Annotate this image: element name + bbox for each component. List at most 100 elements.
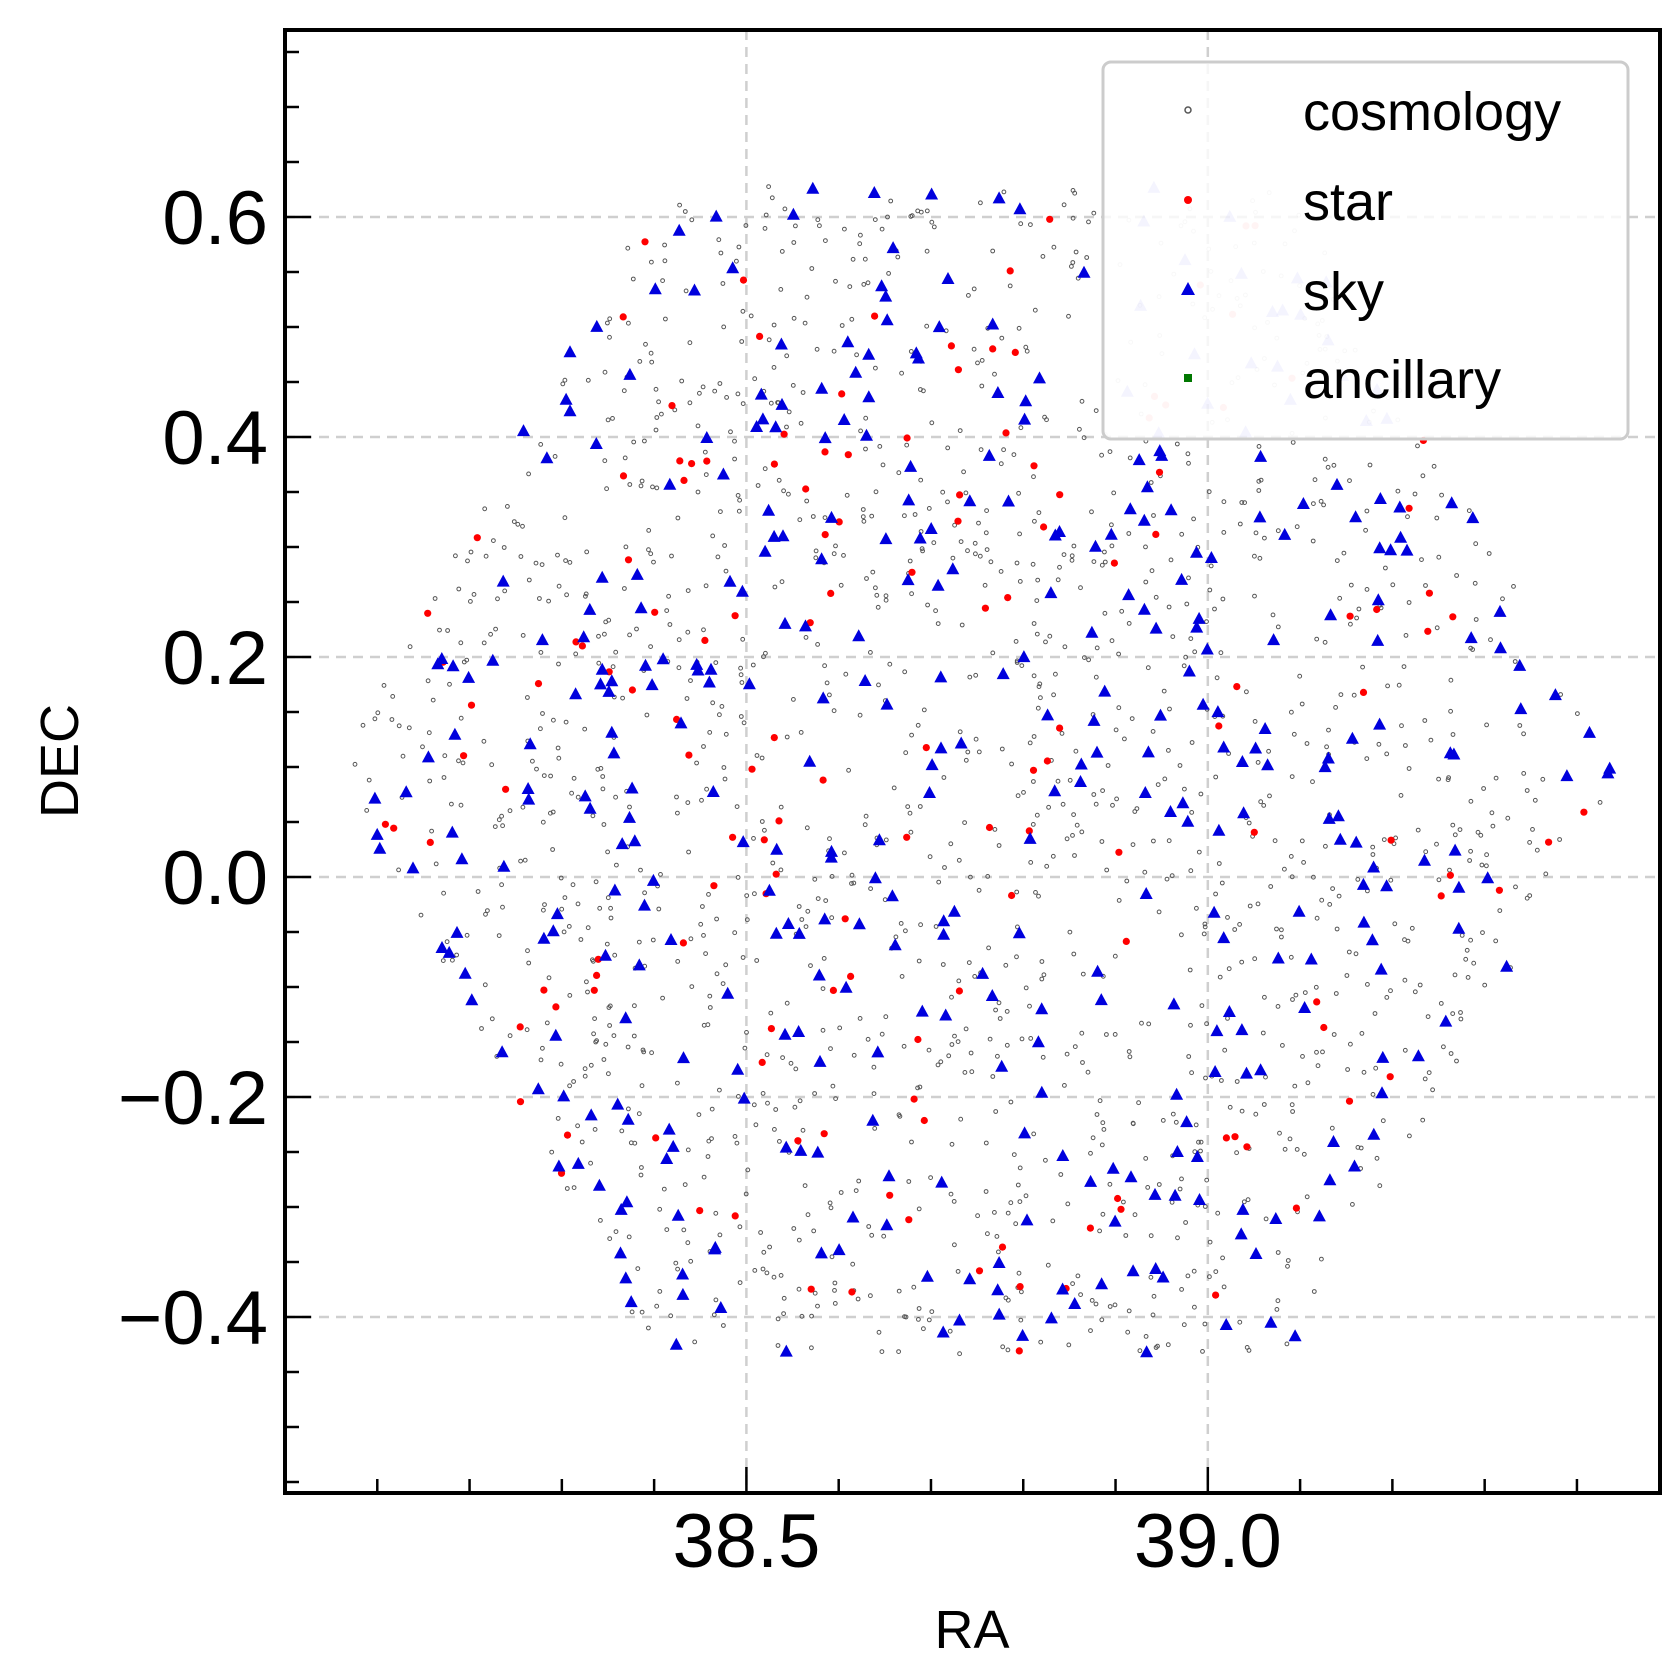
legend-marker-ancillary <box>1184 374 1192 382</box>
sky-point <box>1106 1161 1120 1174</box>
cosmology-point <box>732 456 737 462</box>
cosmology-point <box>585 925 591 931</box>
cosmology-point <box>1448 677 1454 683</box>
cosmology-point <box>865 280 871 286</box>
sky-point <box>803 754 817 767</box>
cosmology-point <box>926 1317 932 1323</box>
cosmology-point <box>687 400 693 406</box>
cosmology-point <box>1213 774 1219 780</box>
cosmology-point <box>639 478 645 484</box>
cosmology-point <box>862 256 868 262</box>
sky-point <box>594 677 607 690</box>
cosmology-point <box>1126 621 1132 626</box>
cosmology-point <box>744 917 750 923</box>
star-point <box>802 485 810 493</box>
cosmology-point <box>767 1244 772 1250</box>
cosmology-point <box>622 586 627 591</box>
star-point <box>954 517 962 525</box>
sky-point <box>737 1091 751 1104</box>
sky-point <box>1090 745 1104 758</box>
cosmology-point <box>1399 723 1404 729</box>
cosmology-point <box>1500 596 1505 602</box>
sky-point <box>1418 853 1431 866</box>
cosmology-point <box>1001 189 1007 195</box>
cosmology-point <box>1073 249 1079 255</box>
cosmology-point <box>871 1091 877 1096</box>
cosmology-point <box>1134 806 1140 811</box>
cosmology-point <box>738 665 743 671</box>
cosmology-point <box>1188 636 1194 641</box>
star-point <box>835 518 843 526</box>
cosmology-point <box>649 259 654 265</box>
cosmology-point <box>1031 779 1036 784</box>
sky-point <box>1271 951 1285 964</box>
cosmology-point <box>1392 921 1398 927</box>
cosmology-point <box>551 717 556 723</box>
sky-point <box>1327 1135 1340 1147</box>
cosmology-point <box>824 680 830 686</box>
cosmology-point <box>1329 1125 1335 1131</box>
cosmology-point <box>802 320 808 326</box>
sky-point <box>1170 1145 1184 1157</box>
cosmology-point <box>971 346 977 352</box>
cosmology-point <box>735 875 741 880</box>
cosmology-point <box>400 753 406 759</box>
cosmology-point <box>924 248 930 254</box>
cosmology-point <box>983 530 989 536</box>
sky-point <box>1164 805 1177 817</box>
cosmology-point <box>1511 584 1516 589</box>
cosmology-point <box>1032 307 1038 313</box>
cosmology-point <box>1517 723 1523 728</box>
cosmology-point <box>1014 889 1020 895</box>
cosmology-point <box>593 879 599 885</box>
cosmology-point <box>364 808 370 813</box>
cosmology-point <box>1041 972 1047 978</box>
cosmology-point <box>1258 477 1264 483</box>
sky-point <box>1181 814 1195 827</box>
star-point <box>590 986 598 994</box>
star-point <box>981 604 990 612</box>
cosmology-point <box>685 629 691 635</box>
cosmology-point <box>1302 990 1308 995</box>
cosmology-point <box>860 507 866 512</box>
cosmology-point <box>1372 1011 1378 1016</box>
sky-point <box>915 1004 929 1017</box>
sky-point <box>1018 412 1032 425</box>
cosmology-point <box>1162 776 1168 782</box>
sky-point <box>758 544 772 557</box>
sky-point <box>1375 1086 1389 1099</box>
cosmology-point <box>1104 1032 1109 1037</box>
cosmology-point <box>917 804 923 809</box>
cosmology-point <box>429 828 435 834</box>
cosmology-point <box>1431 463 1437 469</box>
cosmology-point <box>815 642 820 647</box>
sky-point <box>1374 962 1388 975</box>
cosmology-point <box>1194 905 1199 911</box>
sky-point <box>982 448 996 461</box>
cosmology-point <box>988 559 994 565</box>
cosmology-point <box>1436 776 1441 782</box>
cosmology-point <box>921 1326 926 1332</box>
sky-point <box>814 1246 828 1259</box>
cosmology-point <box>1174 441 1180 447</box>
sky-point <box>1447 747 1461 760</box>
cosmology-point <box>1146 1021 1152 1027</box>
cosmology-point <box>716 237 722 243</box>
cosmology-point <box>879 1349 885 1354</box>
star-point <box>1495 886 1503 894</box>
sky-point <box>1074 775 1087 787</box>
cosmology-point <box>583 593 588 599</box>
cosmology-point <box>1008 1099 1014 1105</box>
cosmology-point <box>1341 550 1347 556</box>
cosmology-point <box>1331 1032 1337 1037</box>
cosmology-point <box>534 766 539 772</box>
star-point <box>770 734 778 742</box>
cosmology-point <box>634 626 639 632</box>
cosmology-point <box>1450 1011 1456 1016</box>
cosmology-point <box>1112 953 1118 959</box>
cosmology-point <box>662 242 667 248</box>
sky-point <box>762 883 776 896</box>
cosmology-point <box>1031 1131 1037 1137</box>
cosmology-point <box>1099 1317 1105 1323</box>
star-point <box>1155 468 1164 476</box>
